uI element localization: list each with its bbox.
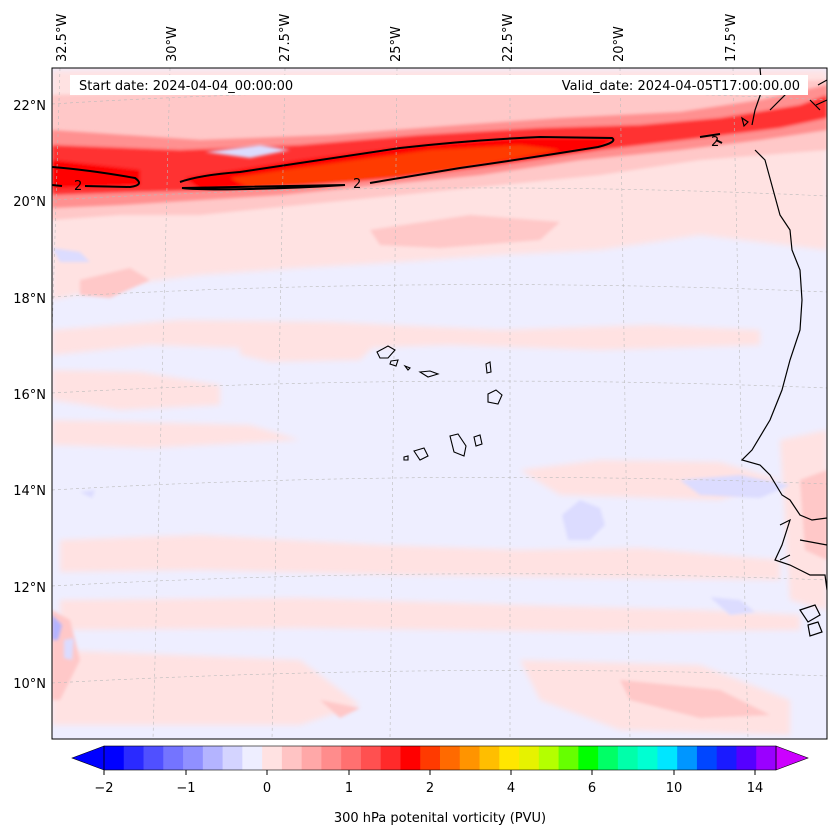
cape-verde-islands [376, 345, 503, 461]
colorbar-cell [163, 746, 184, 770]
colorbar-cell [499, 746, 520, 770]
lon-label: 32.5°W [55, 14, 70, 62]
colorbar-cell [716, 746, 738, 770]
colorbar: −2 −1 0 1 2 4 6 10 14 300 hPa potenital … [71, 745, 809, 826]
contour-label: 2 [353, 177, 361, 192]
pv-jet-streak [52, 85, 827, 208]
lon-label: 30°W [165, 26, 180, 62]
colorbar-cell [341, 746, 362, 770]
colorbar-tick-label: 10 [666, 781, 683, 796]
pv-2-contours [52, 133, 723, 191]
colorbar-cell [183, 746, 204, 770]
map-frame [51, 67, 828, 740]
lon-label: 20°W [612, 26, 627, 62]
colorbar-cell [519, 746, 540, 770]
lon-label: 25°W [389, 26, 404, 62]
colorbar-cell [459, 746, 481, 770]
colorbar-cell [242, 746, 263, 770]
lat-label: 20°N [13, 195, 46, 210]
colorbar-cell [202, 746, 224, 770]
island-santa-luzia [403, 364, 411, 371]
colorbar-tick-label: 14 [747, 781, 764, 796]
island-sao-vicente [389, 359, 399, 367]
contour-labels: 2 2 2 [74, 135, 719, 194]
pv-negative-areas [52, 145, 790, 660]
contour-label: 2 [74, 179, 82, 194]
lon-label: 27.5°W [278, 14, 293, 62]
lat-label: 16°N [13, 388, 46, 403]
colorbar-extend-high [776, 746, 808, 770]
colorbar-cell [479, 746, 500, 770]
colorbar-cell [360, 746, 382, 770]
valid-date-label: Valid_date: 2024-04-05T17:00:00.00 [562, 79, 800, 94]
island-sao-nicolau [418, 370, 440, 378]
colorbar-cell [321, 746, 342, 770]
colorbar-tick-label: 4 [507, 781, 515, 796]
colorbar-cell [696, 746, 718, 770]
lat-label: 12°N [13, 581, 46, 596]
colorbar-tick-label: 6 [588, 781, 596, 796]
colorbar-cell [617, 746, 639, 770]
island-maio [473, 434, 483, 447]
island-santiago [449, 433, 467, 457]
colorbar-cell [420, 746, 441, 770]
longitude-labels: 32.5°W 30°W 27.5°W 25°W 22.5°W 20°W 17.5… [55, 14, 739, 62]
lat-label: 10°N [13, 677, 46, 692]
colorbar-cell [736, 746, 757, 770]
lon-label: 17.5°W [724, 14, 739, 62]
start-date-label: Start date: 2024-04-04_00:00:00 [79, 79, 293, 94]
colorbar-tick-label: 2 [426, 781, 434, 796]
colorbar-cell [104, 746, 125, 770]
lat-label: 22°N [13, 99, 46, 114]
colorbar-cell [756, 746, 777, 770]
colorbar-cell [380, 746, 402, 770]
colorbar-cells [104, 746, 777, 770]
contour-label: 2 [711, 135, 719, 150]
graticule-lines [52, 68, 827, 739]
colorbar-cell [440, 746, 461, 770]
latitude-labels: 22°N 20°N 18°N 16°N 14°N 12°N 10°N [13, 99, 46, 692]
colorbar-cell [143, 746, 164, 770]
colorbar-cell [222, 746, 243, 770]
colorbar-tick-label: −2 [94, 781, 113, 796]
colorbar-cell [558, 746, 579, 770]
island-sal [485, 361, 492, 374]
colorbar-cell [598, 746, 619, 770]
lat-label: 14°N [13, 484, 46, 499]
colorbar-cell [657, 746, 678, 770]
colorbar-cell [400, 746, 421, 770]
title-box [70, 75, 808, 95]
map-panel[interactable]: 2 2 2 Start date: 2024-04-04_00:00:00 [40, 68, 827, 739]
colorbar-tick-label: −1 [176, 781, 195, 796]
colorbar-tick-label: 0 [263, 781, 271, 796]
colorbar-ticks [103, 770, 756, 775]
colorbar-cell [123, 746, 145, 770]
island-santo-antao [376, 345, 396, 359]
colorbar-cell [538, 746, 560, 770]
colorbar-cell [578, 746, 599, 770]
island-fogo [413, 447, 429, 461]
colorbar-cell [281, 746, 303, 770]
colorbar-cell [262, 746, 283, 770]
colorbar-cell [301, 746, 323, 770]
colorbar-label: 300 hPa potenital vorticity (PVU) [334, 811, 546, 826]
colorbar-cell [677, 746, 698, 770]
island-boa-vista [487, 389, 503, 405]
lon-label: 22.5°W [501, 14, 516, 62]
island-brava [403, 455, 409, 461]
colorbar-cell [637, 746, 659, 770]
colorbar-extend-low [72, 746, 104, 770]
colorbar-tick-label: 1 [345, 781, 353, 796]
lat-label: 18°N [13, 292, 46, 307]
